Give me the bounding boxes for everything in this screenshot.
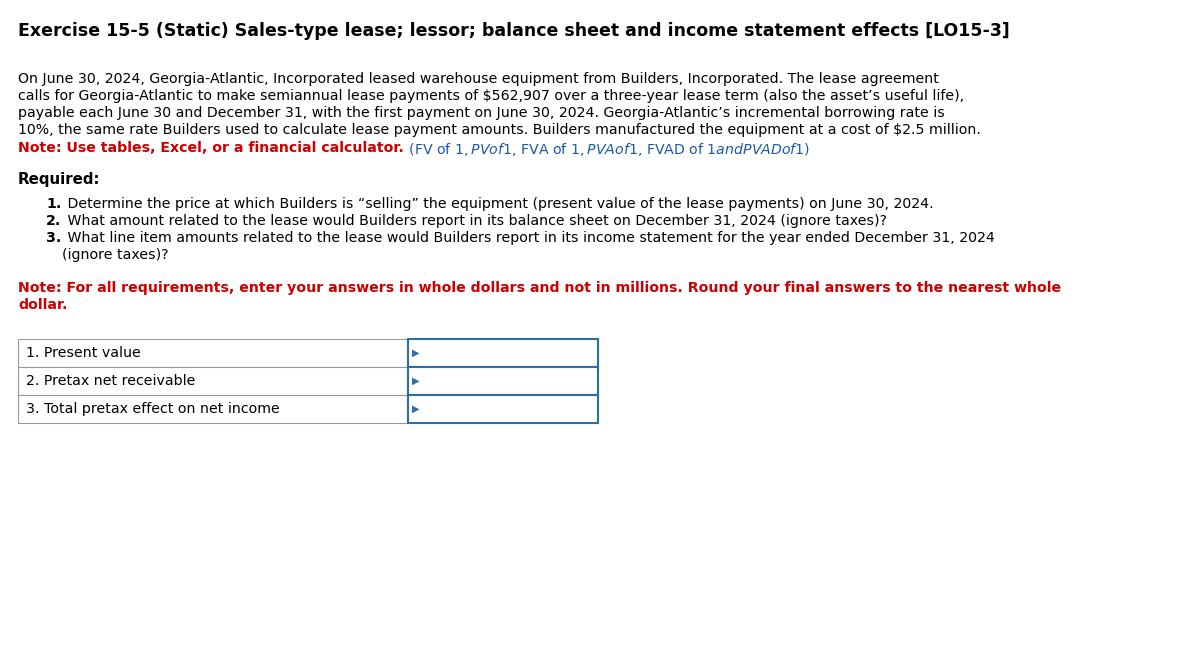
Text: calls for Georgia-Atlantic to make semiannual lease payments of $562,907 over a : calls for Georgia-Atlantic to make semia…	[18, 89, 964, 103]
Text: Required:: Required:	[18, 172, 101, 187]
Text: What line item amounts related to the lease would Builders report in its income : What line item amounts related to the le…	[64, 231, 995, 245]
Text: 3. Total pretax effect on net income: 3. Total pretax effect on net income	[26, 402, 280, 416]
Text: 1.: 1.	[46, 197, 61, 211]
Text: Note: For all requirements, enter your answers in whole dollars and not in milli: Note: For all requirements, enter your a…	[18, 281, 1061, 295]
Text: ▶: ▶	[412, 376, 420, 386]
Bar	[18, 339, 408, 367]
Text: 2. Pretax net receivable: 2. Pretax net receivable	[26, 374, 196, 388]
Bar	[408, 395, 598, 423]
Text: 1. Present value: 1. Present value	[26, 346, 140, 360]
Bar	[18, 395, 408, 423]
Bar	[408, 367, 598, 395]
Text: On June 30, 2024, Georgia-Atlantic, Incorporated leased warehouse equipment from: On June 30, 2024, Georgia-Atlantic, Inco…	[18, 72, 938, 86]
Bar	[18, 367, 408, 395]
Text: 3.: 3.	[46, 231, 61, 245]
Text: 10%, the same rate Builders used to calculate lease payment amounts. Builders ma: 10%, the same rate Builders used to calc…	[18, 123, 980, 137]
Text: (FV of $1, PV of $1, FVA of $1, PVA of $1, FVAD of $1 and PVAD of $1): (FV of $1, PV of $1, FVA of $1, PVA of $…	[404, 141, 810, 158]
Text: payable each June 30 and December 31, with the first payment on June 30, 2024. G: payable each June 30 and December 31, wi…	[18, 106, 944, 120]
Text: Exercise 15-5 (Static) Sales-type lease; lessor; balance sheet and income statem: Exercise 15-5 (Static) Sales-type lease;…	[18, 22, 1009, 40]
Bar	[408, 339, 598, 367]
Text: ▶: ▶	[412, 404, 420, 414]
Text: Determine the price at which Builders is “selling” the equipment (present value : Determine the price at which Builders is…	[64, 197, 934, 211]
Text: ▶: ▶	[412, 348, 420, 358]
Text: What amount related to the lease would Builders report in its balance sheet on D: What amount related to the lease would B…	[64, 214, 887, 228]
Text: dollar.: dollar.	[18, 298, 67, 312]
Text: 2.: 2.	[46, 214, 61, 228]
Text: (ignore taxes)?: (ignore taxes)?	[62, 248, 169, 262]
Text: Note: Use tables, Excel, or a financial calculator.: Note: Use tables, Excel, or a financial …	[18, 141, 404, 155]
